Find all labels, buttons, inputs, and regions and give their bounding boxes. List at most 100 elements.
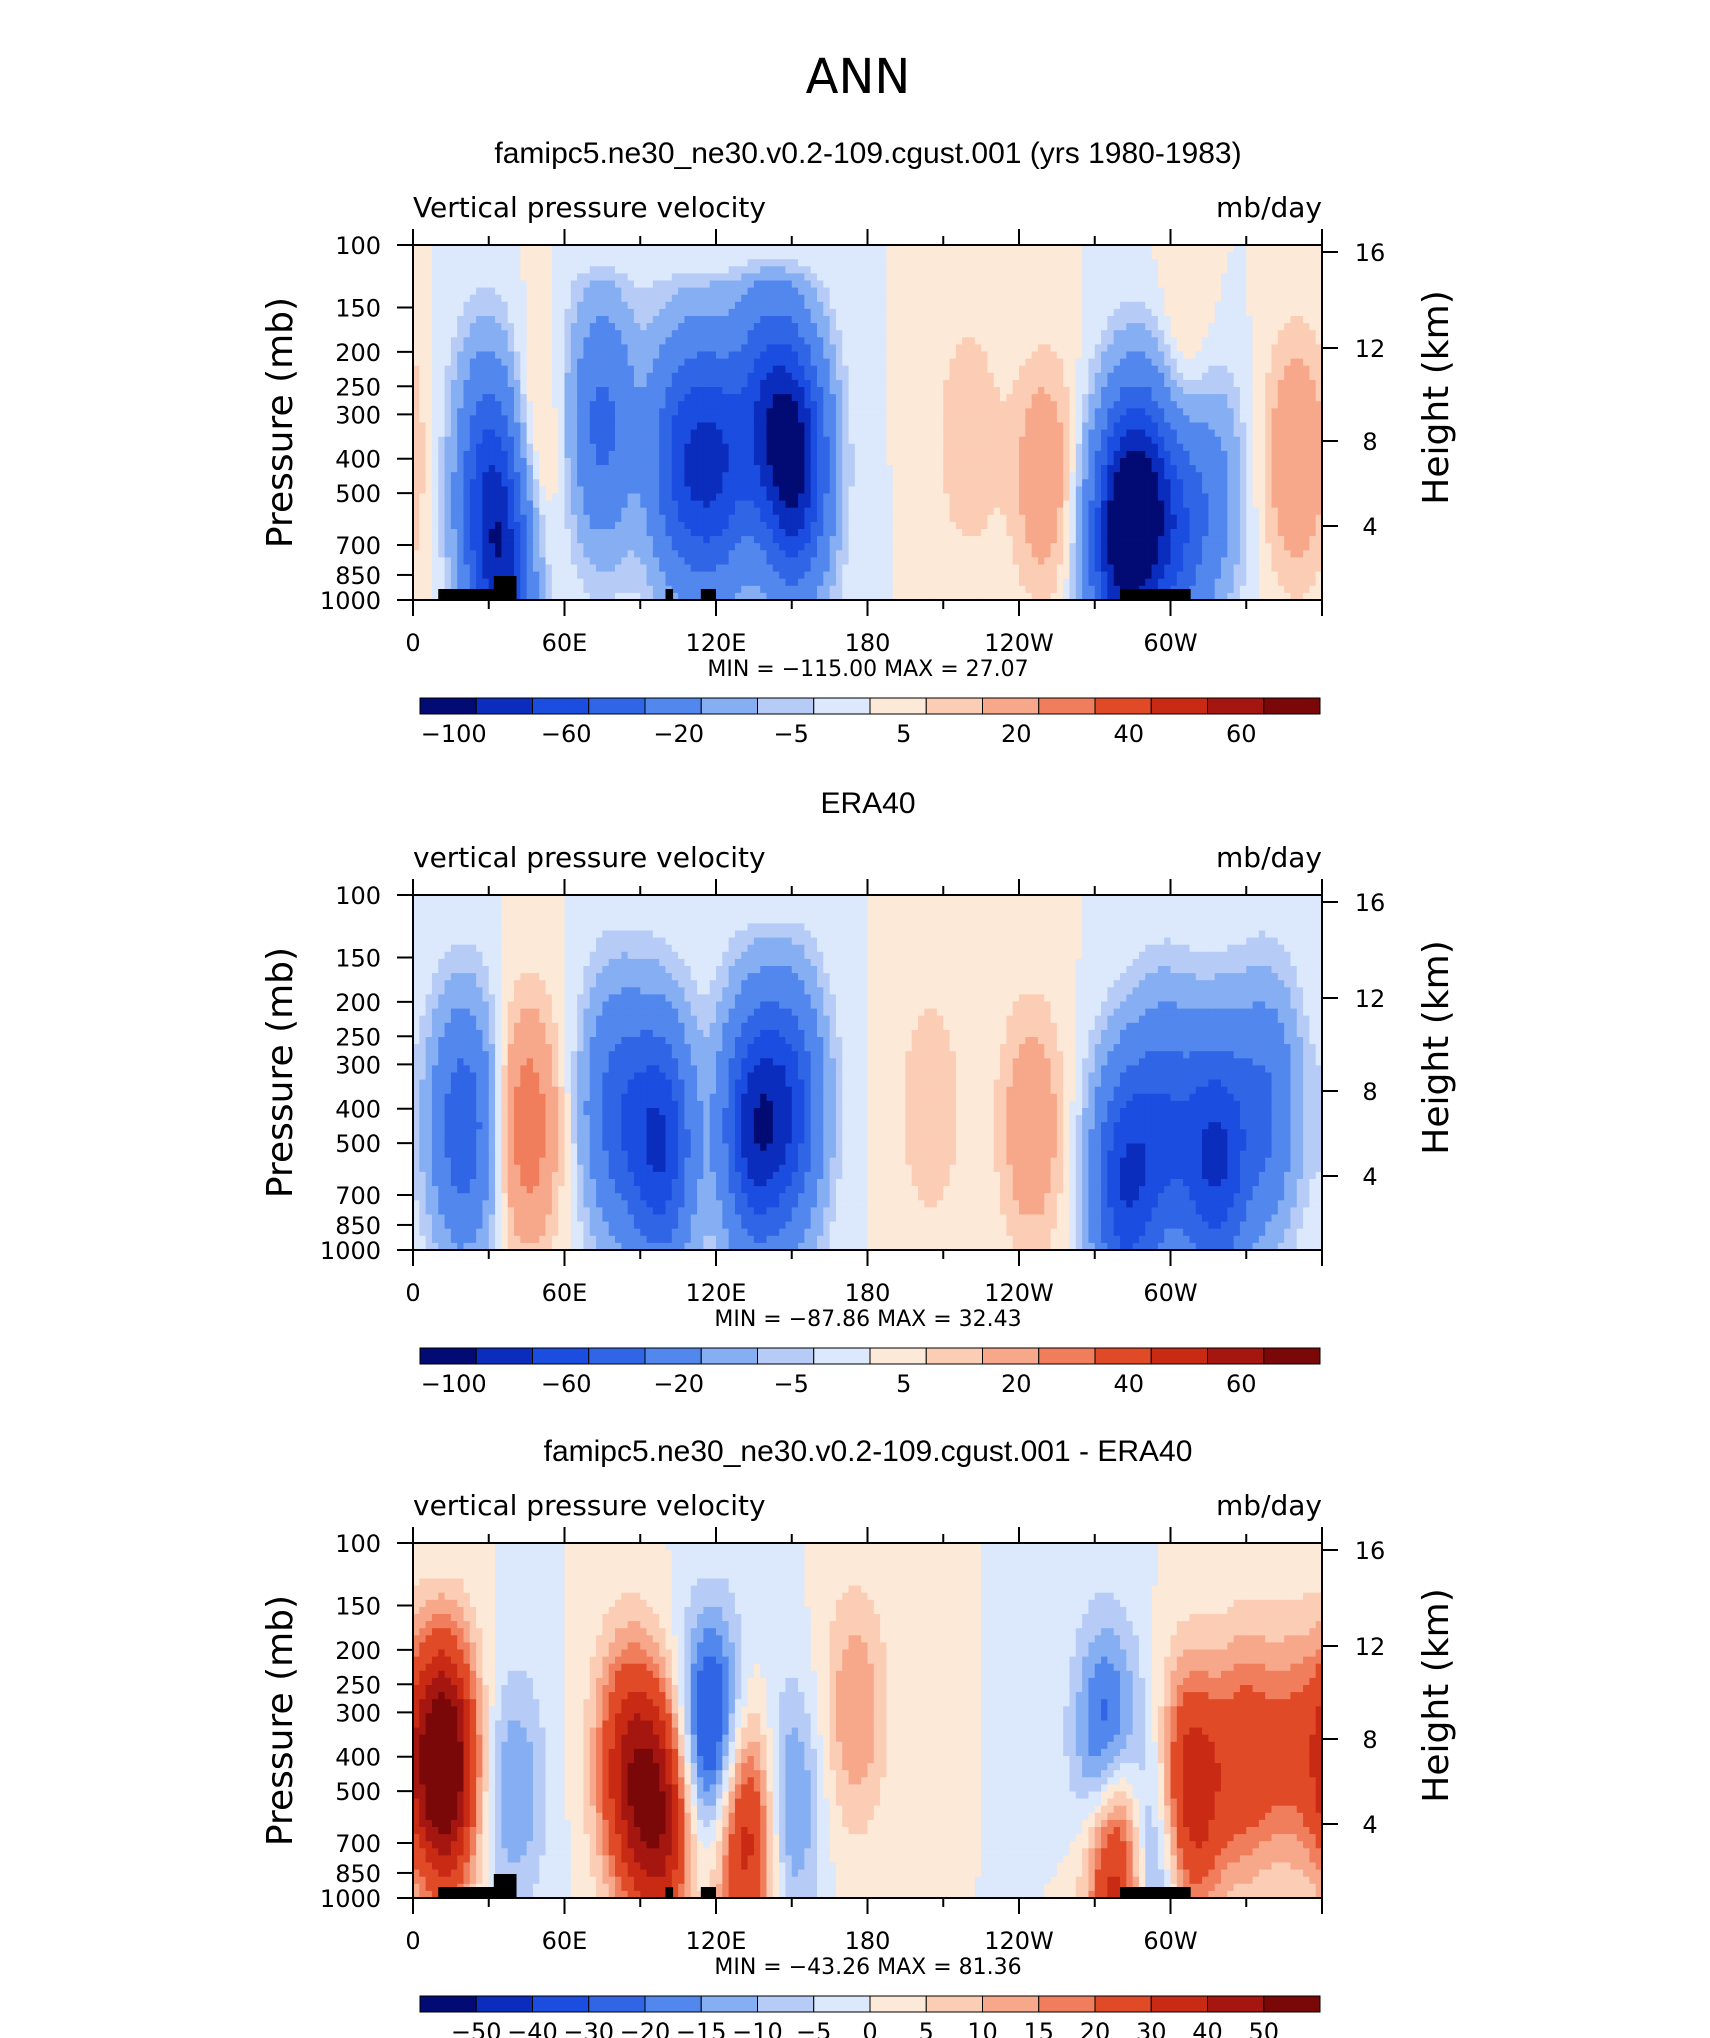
heatmap-cell	[855, 295, 862, 303]
heatmap-cell	[634, 295, 641, 303]
heatmap-cell	[861, 437, 868, 445]
heatmap-cell	[1070, 359, 1077, 367]
heatmap-cell	[741, 245, 748, 253]
heatmap-cell	[975, 486, 982, 494]
heatmap-cell	[994, 472, 1001, 480]
heatmap-cell	[703, 458, 710, 466]
heatmap-cell	[1051, 401, 1058, 409]
heatmap-cell	[1290, 316, 1297, 324]
heatmap-cell	[628, 387, 635, 395]
heatmap-cell	[1101, 366, 1108, 374]
heatmap-cell	[773, 380, 780, 388]
heatmap-cell	[1082, 309, 1089, 317]
heatmap-cell	[558, 295, 565, 303]
heatmap-cell	[716, 423, 723, 431]
heatmap-cell	[1120, 479, 1127, 487]
heatmap-cell	[583, 273, 590, 281]
heatmap-cell	[1164, 394, 1171, 402]
heatmap-cell	[445, 281, 452, 289]
heatmap-cell	[628, 415, 635, 423]
heatmap-cell	[1303, 401, 1310, 409]
heatmap-cell	[1006, 245, 1013, 253]
heatmap-cell	[950, 486, 957, 494]
heatmap-cell	[684, 423, 691, 431]
heatmap-cell	[697, 266, 704, 274]
heatmap-cell	[987, 252, 994, 260]
heatmap-cell	[438, 430, 445, 438]
heatmap-cell	[1070, 373, 1077, 381]
heatmap-cell	[432, 380, 439, 388]
heatmap-cell	[413, 323, 420, 331]
heatmap-cell	[899, 281, 906, 289]
heatmap-cell	[1278, 472, 1285, 480]
heatmap-cell	[1240, 423, 1247, 431]
heatmap-cell	[602, 408, 609, 416]
heatmap-cell	[767, 387, 774, 395]
heatmap-cell	[792, 444, 799, 452]
heatmap-cell	[1019, 472, 1026, 480]
heatmap-cell	[748, 359, 755, 367]
heatmap-cell	[1158, 309, 1165, 317]
heatmap-cell	[1057, 401, 1064, 409]
heatmap-cell	[539, 458, 546, 466]
heatmap-cell	[565, 309, 572, 317]
heatmap-cell	[855, 330, 862, 338]
heatmap-cell	[1126, 288, 1133, 296]
heatmap-cell	[836, 359, 843, 367]
heatmap-cell	[438, 366, 445, 374]
heatmap-cell	[861, 430, 868, 438]
heatmap-cell	[426, 423, 433, 431]
heatmap-cell	[1253, 295, 1260, 303]
heatmap-cell	[735, 295, 742, 303]
heatmap-cell	[1126, 479, 1133, 487]
heatmap-cell	[886, 373, 893, 381]
heatmap-cell	[1265, 302, 1272, 310]
heatmap-cell	[956, 486, 963, 494]
heatmap-cell	[722, 281, 729, 289]
heatmap-cell	[1202, 259, 1209, 267]
heatmap-cell	[1183, 273, 1190, 281]
heatmap-cell	[583, 352, 590, 360]
heatmap-cell	[1290, 458, 1297, 466]
heatmap-cell	[836, 387, 843, 395]
heatmap-cell	[1253, 366, 1260, 374]
heatmap-cell	[1063, 380, 1070, 388]
heatmap-cell	[495, 266, 502, 274]
heatmap-cell	[640, 458, 647, 466]
heatmap-cell	[1082, 472, 1089, 480]
heatmap-cell	[981, 458, 988, 466]
heatmap-cell	[1095, 415, 1102, 423]
heatmap-cell	[1025, 394, 1032, 402]
heatmap-cell	[634, 401, 641, 409]
heatmap-cell	[647, 309, 654, 317]
heatmap-cell	[413, 373, 420, 381]
heatmap-cell	[1196, 252, 1203, 260]
heatmap-cell	[438, 273, 445, 281]
heatmap-cell	[451, 330, 458, 338]
heatmap-cell	[1044, 337, 1051, 345]
heatmap-cell	[861, 281, 868, 289]
heatmap-cell	[565, 387, 572, 395]
heatmap-cell	[1133, 309, 1140, 317]
heatmap-cell	[1070, 394, 1077, 402]
heatmap-cell	[735, 373, 742, 381]
heatmap-cell	[1114, 373, 1121, 381]
heatmap-cell	[476, 401, 483, 409]
heatmap-cell	[1139, 387, 1146, 395]
heatmap-cell	[691, 288, 698, 296]
heatmap-cell	[678, 302, 685, 310]
heatmap-cell	[1227, 337, 1234, 345]
heatmap-cell	[924, 479, 931, 487]
heatmap-cell	[1246, 458, 1253, 466]
heatmap-cell	[994, 295, 1001, 303]
heatmap-cell	[1221, 465, 1228, 473]
heatmap-cell	[1057, 288, 1064, 296]
heatmap-cell	[741, 451, 748, 459]
heatmap-cell	[1253, 359, 1260, 367]
heatmap-cell	[1240, 458, 1247, 466]
heatmap-cell	[1284, 259, 1291, 267]
heatmap-cell	[1215, 323, 1222, 331]
heatmap-cell	[1259, 252, 1266, 260]
heatmap-cell	[874, 266, 881, 274]
heatmap-cell	[621, 465, 628, 473]
